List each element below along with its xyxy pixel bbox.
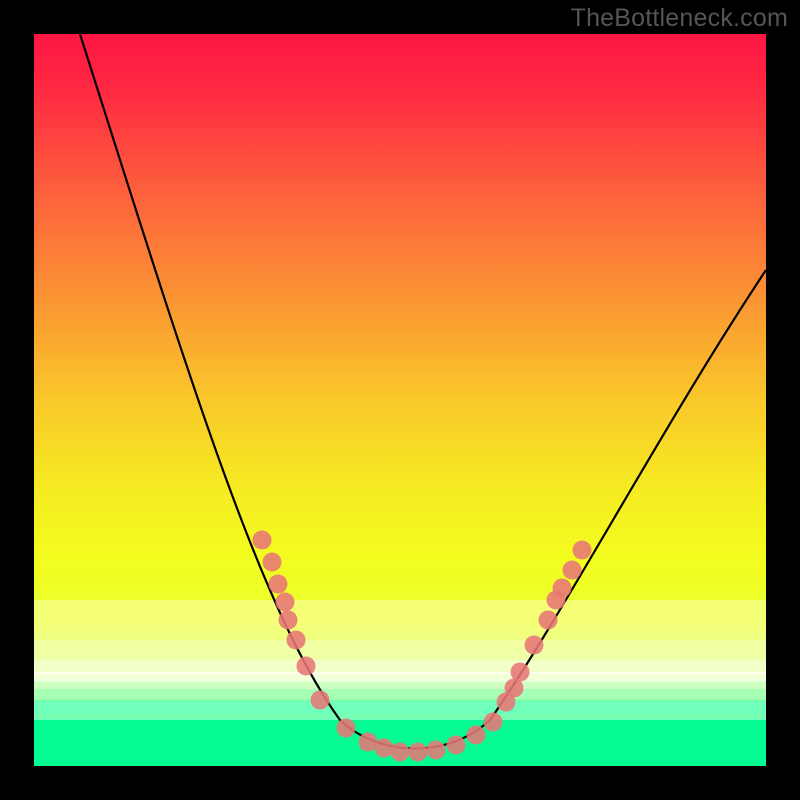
curve-marker xyxy=(287,631,306,650)
curve-marker xyxy=(563,561,582,580)
bottom-band xyxy=(34,672,766,682)
curve-marker xyxy=(276,593,295,612)
curve-marker xyxy=(539,611,558,630)
curve-marker xyxy=(297,657,316,676)
bottom-band xyxy=(34,600,766,640)
curve-marker xyxy=(553,579,572,598)
curve-marker xyxy=(269,575,288,594)
curve-marker xyxy=(311,691,330,710)
chart-stage: TheBottleneck.com xyxy=(0,0,800,800)
curve-marker xyxy=(447,736,466,755)
curve-marker xyxy=(391,743,410,762)
curve-marker xyxy=(573,541,592,560)
bottom-band xyxy=(34,700,766,714)
bottom-band xyxy=(34,640,766,660)
curve-marker xyxy=(279,611,298,630)
curve-marker xyxy=(467,726,486,745)
bottleneck-chart-svg xyxy=(0,0,800,800)
curve-marker xyxy=(511,663,530,682)
watermark-label: TheBottleneck.com xyxy=(571,4,788,33)
curve-marker xyxy=(484,713,503,732)
curve-marker xyxy=(427,741,446,760)
bottom-band xyxy=(34,681,766,689)
curve-marker xyxy=(337,719,356,738)
curve-marker xyxy=(253,531,272,550)
bottom-band xyxy=(34,689,766,699)
curve-marker xyxy=(375,739,394,758)
curve-marker xyxy=(263,553,282,572)
curve-marker xyxy=(525,636,544,655)
bottom-band xyxy=(34,660,766,674)
curve-marker xyxy=(409,743,428,762)
bottom-band-group xyxy=(34,600,766,766)
